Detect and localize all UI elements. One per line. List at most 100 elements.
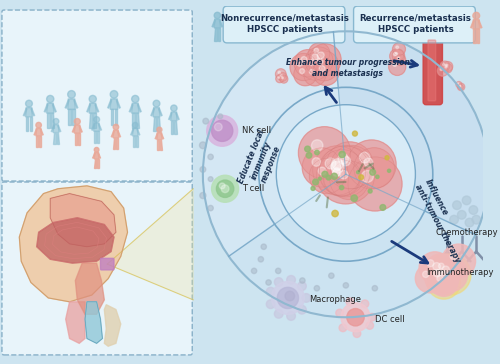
Circle shape [450,253,458,260]
Circle shape [442,63,452,73]
Text: NK cell: NK cell [242,126,270,135]
Circle shape [331,161,344,173]
Polygon shape [72,109,75,125]
Circle shape [437,275,443,281]
Polygon shape [85,302,102,343]
Circle shape [427,260,434,267]
Circle shape [356,171,360,174]
Circle shape [332,159,344,170]
Circle shape [113,124,118,130]
Circle shape [430,254,460,285]
Polygon shape [50,194,116,247]
Circle shape [351,195,358,202]
Circle shape [304,64,326,86]
Circle shape [278,71,280,74]
Circle shape [352,131,358,136]
Circle shape [336,309,344,317]
Circle shape [36,122,42,128]
Circle shape [266,287,275,296]
Circle shape [438,263,444,269]
Polygon shape [212,20,216,27]
Circle shape [346,298,354,306]
Circle shape [297,60,302,66]
Polygon shape [114,109,117,125]
Circle shape [53,119,59,124]
Circle shape [440,270,446,276]
Polygon shape [90,113,92,128]
Polygon shape [47,113,50,128]
Circle shape [216,180,234,197]
Polygon shape [176,112,179,120]
Circle shape [362,170,374,182]
Polygon shape [132,113,134,128]
Text: T cell: T cell [242,184,264,193]
Circle shape [313,146,362,195]
Polygon shape [36,218,114,263]
Circle shape [430,254,471,295]
Text: Influence
anti-tumour therapy: Influence anti-tumour therapy [414,178,472,264]
Circle shape [395,52,398,55]
Circle shape [458,83,465,91]
Polygon shape [26,108,32,117]
Circle shape [343,283,348,288]
Circle shape [452,201,462,210]
FancyBboxPatch shape [354,6,476,43]
Text: Chemotherapy: Chemotherapy [436,228,498,237]
Circle shape [304,146,310,152]
Polygon shape [171,120,173,134]
Circle shape [212,120,233,142]
Circle shape [434,264,460,289]
Polygon shape [40,129,43,135]
Polygon shape [153,108,160,117]
Polygon shape [161,133,164,139]
Circle shape [450,215,458,224]
Circle shape [442,63,444,66]
Circle shape [294,50,322,77]
Circle shape [330,146,374,189]
Circle shape [341,303,370,332]
Circle shape [312,59,339,86]
FancyBboxPatch shape [223,6,345,43]
Circle shape [338,154,348,164]
Circle shape [473,12,480,19]
Polygon shape [36,136,38,147]
Circle shape [360,152,370,163]
Polygon shape [92,124,94,130]
Polygon shape [154,117,156,131]
Circle shape [434,269,440,277]
Circle shape [278,77,280,79]
Circle shape [394,54,406,66]
Text: Nonrecurrence/metastasis: Nonrecurrence/metastasis [220,13,350,22]
Circle shape [331,173,338,179]
Polygon shape [87,104,90,112]
Circle shape [376,175,379,178]
Circle shape [286,312,296,320]
Circle shape [74,119,80,124]
FancyBboxPatch shape [2,182,192,355]
Circle shape [266,280,272,285]
Circle shape [432,257,458,282]
Circle shape [298,127,350,179]
Circle shape [340,185,344,190]
Circle shape [208,205,214,211]
Polygon shape [137,129,140,135]
Circle shape [465,218,474,227]
Circle shape [208,177,213,182]
Circle shape [459,85,461,87]
Circle shape [434,257,468,292]
Polygon shape [51,113,54,128]
Circle shape [276,75,283,83]
Circle shape [170,105,177,111]
Circle shape [394,52,396,56]
Circle shape [312,54,318,60]
Circle shape [290,54,317,80]
Circle shape [380,205,386,210]
Polygon shape [118,131,120,137]
Circle shape [294,63,316,86]
Circle shape [298,282,306,290]
Polygon shape [97,159,98,169]
Circle shape [276,105,415,244]
Circle shape [200,142,206,149]
Circle shape [341,156,350,166]
FancyBboxPatch shape [423,36,442,105]
